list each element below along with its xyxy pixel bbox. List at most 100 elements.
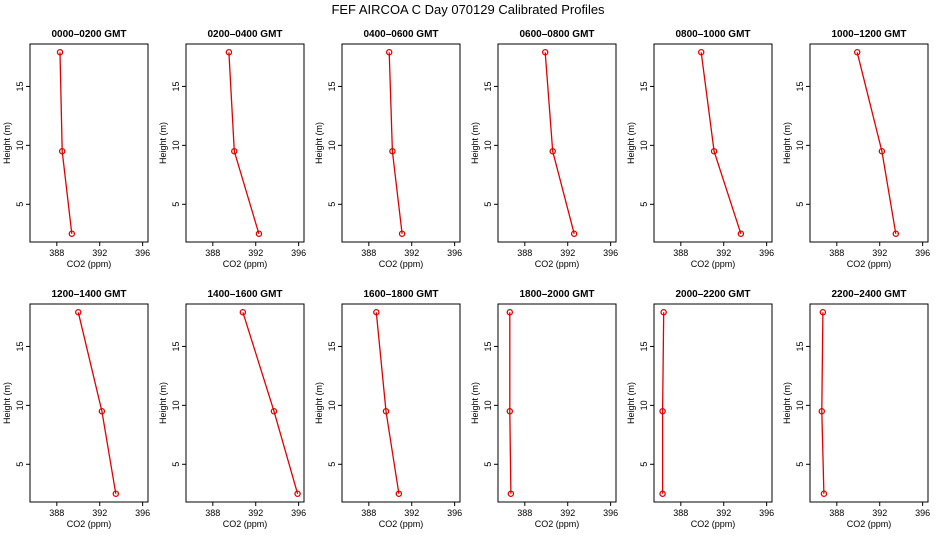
x-tick-label: 388 [49, 248, 64, 258]
figure-title: FEF AIRCOA C Day 070129 Calibrated Profi… [331, 2, 605, 17]
profile-point [231, 147, 238, 155]
y-tick-label: 15 [483, 341, 493, 351]
y-tick-label: 5 [639, 202, 649, 207]
x-tick-label: 388 [829, 508, 844, 518]
x-tick-label: 396 [915, 508, 930, 518]
x-tick-label: 396 [603, 248, 618, 258]
x-tick-label: 396 [759, 508, 774, 518]
x-tick-label: 392 [716, 508, 731, 518]
profile-point [239, 308, 247, 316]
profile-point [818, 407, 826, 415]
x-tick-label: 392 [404, 248, 419, 258]
profile-point [68, 230, 76, 237]
panel-title: 0600–0800 GMT [519, 29, 594, 40]
y-tick-label: 15 [15, 81, 25, 91]
x-tick-label: 396 [291, 508, 306, 518]
x-tick-label: 388 [517, 248, 532, 258]
y-axis-label: Height (m) [2, 382, 12, 424]
y-axis-label: Height (m) [314, 382, 324, 424]
profile-point [659, 407, 666, 415]
x-tick-label: 388 [361, 508, 376, 518]
profile-panel: 1200–1400 GMT 388 392 396 5 10 15 CO2 (ppm) Heig… [2, 289, 150, 529]
profile-point [697, 49, 705, 56]
x-axis-label: CO2 (ppm) [67, 259, 112, 269]
profile-panel: 2000–2200 GMT 388 392 396 5 10 15 CO2 (ppm) Heig… [626, 289, 774, 529]
plot-frame [29, 303, 149, 503]
profile-point [270, 407, 278, 415]
y-tick-label: 5 [483, 462, 493, 467]
y-axis-label: Height (m) [470, 382, 480, 424]
y-tick-label: 10 [639, 140, 649, 150]
profile-point [398, 230, 406, 237]
plot-frame [341, 303, 461, 503]
y-tick-label: 5 [327, 202, 337, 207]
x-axis-label: CO2 (ppm) [535, 259, 580, 269]
y-tick-label: 15 [171, 81, 181, 91]
x-tick-label: 388 [205, 248, 220, 258]
y-axis-label: Height (m) [782, 122, 792, 164]
x-axis-label: CO2 (ppm) [379, 259, 424, 269]
profile-line [242, 312, 299, 494]
profile-line [700, 52, 742, 235]
y-tick-label: 10 [15, 140, 25, 150]
x-tick-label: 388 [517, 508, 532, 518]
profile-line [59, 52, 73, 234]
profile-point [892, 230, 900, 237]
x-tick-label: 388 [673, 248, 688, 258]
panel-title: 0800–1000 GMT [675, 29, 750, 40]
profile-point [56, 49, 64, 56]
panel-title: 0200–0400 GMT [207, 29, 282, 40]
x-tick-label: 396 [291, 248, 306, 258]
x-tick-label: 396 [915, 248, 930, 258]
profile-point [373, 308, 380, 316]
y-tick-label: 15 [639, 341, 649, 351]
profile-point [389, 147, 396, 155]
y-tick-label: 5 [483, 202, 493, 207]
x-axis-label: CO2 (ppm) [847, 519, 892, 529]
y-tick-label: 5 [15, 202, 25, 207]
x-axis-label: CO2 (ppm) [847, 259, 892, 269]
profile-panel: 0000–0200 GMT 388 392 396 5 10 15 CO2 (ppm) Heig… [2, 29, 150, 269]
profile-point [710, 147, 718, 155]
y-tick-label: 15 [795, 341, 805, 351]
profile-line [661, 312, 665, 494]
y-tick-label: 5 [171, 202, 181, 207]
y-tick-label: 15 [15, 341, 25, 351]
x-tick-label: 396 [135, 248, 150, 258]
profile-point [98, 407, 106, 415]
profile-point [75, 308, 82, 316]
y-axis-label: Height (m) [158, 122, 168, 164]
profile-point [506, 407, 514, 415]
y-tick-label: 5 [795, 202, 805, 207]
y-tick-label: 15 [327, 341, 337, 351]
y-tick-label: 10 [483, 140, 493, 150]
y-tick-label: 5 [15, 462, 25, 467]
panel-title: 1000–1200 GMT [831, 29, 906, 40]
x-axis-label: CO2 (ppm) [691, 259, 736, 269]
x-tick-label: 388 [49, 508, 64, 518]
x-tick-label: 396 [135, 508, 150, 518]
y-tick-label: 10 [15, 400, 25, 410]
plot-frame [497, 303, 617, 503]
plot-frame [497, 43, 617, 243]
y-axis-label: Height (m) [782, 382, 792, 424]
x-tick-label: 396 [603, 508, 618, 518]
y-tick-label: 5 [795, 462, 805, 467]
plot-frame [29, 43, 149, 243]
profile-line [509, 312, 512, 494]
profile-line [228, 52, 260, 234]
y-tick-label: 15 [327, 81, 337, 91]
profile-point [382, 407, 390, 415]
x-tick-label: 392 [404, 508, 419, 518]
x-tick-label: 396 [759, 248, 774, 258]
y-tick-label: 10 [795, 140, 805, 150]
x-tick-label: 392 [560, 248, 575, 258]
profile-point [737, 230, 745, 237]
profile-panel: 0400–0600 GMT 388 392 396 5 10 15 CO2 (ppm) Heig… [314, 29, 462, 269]
y-tick-label: 15 [483, 81, 493, 91]
profile-panel: 1600–1800 GMT 388 392 396 5 10 15 CO2 (ppm) Heig… [314, 289, 462, 529]
profile-line [388, 52, 403, 234]
profile-point [294, 490, 301, 497]
plot-frame [185, 303, 305, 503]
x-tick-label: 392 [92, 248, 107, 258]
